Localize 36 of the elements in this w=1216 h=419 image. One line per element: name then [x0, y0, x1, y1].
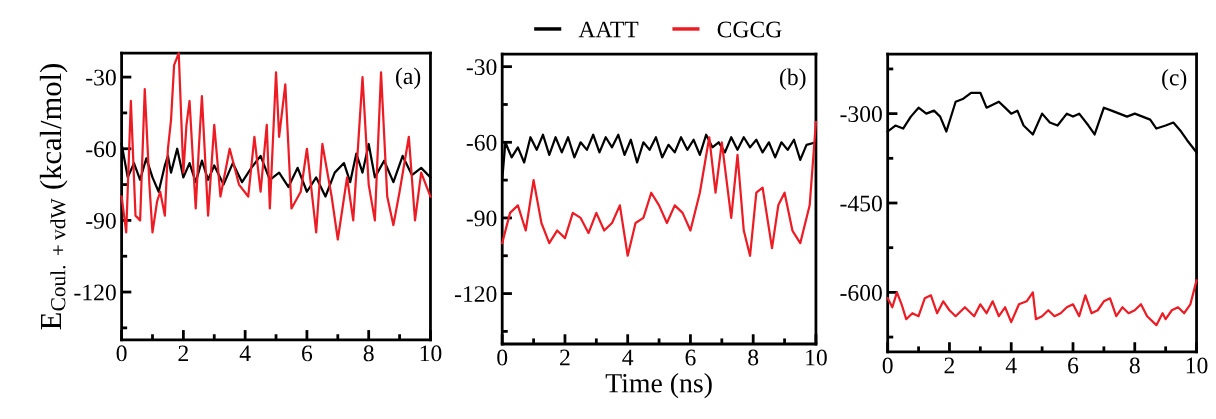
y-tick-label: -120: [74, 284, 116, 301]
y-tick-label: -450: [840, 195, 882, 212]
x-tick-label: 4: [239, 345, 251, 362]
x-tick-label: 8: [363, 345, 374, 362]
y-tick-label: -600: [840, 284, 882, 301]
legend-label: CGCG: [717, 21, 782, 38]
y-tick-label: -120: [454, 286, 497, 302]
x-tick-label: 2: [178, 345, 188, 362]
x-axis-title: Time (ns): [605, 373, 712, 399]
x-tick-label: 10: [420, 345, 442, 362]
x-tick-label: 6: [685, 349, 696, 366]
x-tick-label: 10: [1186, 357, 1208, 374]
x-tick-label: 2: [944, 357, 955, 374]
x-tick-label: 0: [497, 349, 508, 366]
y-tick-label: -90: [86, 212, 116, 229]
x-tick-label: 0: [116, 345, 127, 362]
annotation: (b): [780, 68, 806, 90]
x-tick-label: 8: [1129, 357, 1140, 374]
y-axis-title: E$_{Coul.+vdW}$ (kcal/mol): [39, 64, 68, 330]
x-tick-label: 10: [806, 349, 827, 366]
x-tick-label: 2: [560, 349, 570, 366]
x-tick-label: 6: [1068, 357, 1079, 374]
annotation: (c): [1162, 68, 1187, 91]
y-tick-label: -90: [466, 210, 497, 227]
y-tick-label: -30: [86, 69, 116, 86]
y-tick-label: -60: [86, 141, 116, 158]
x-tick-label: 8: [748, 349, 759, 366]
y-tick-label: -30: [466, 59, 497, 76]
x-tick-label: 6: [302, 345, 313, 362]
y-tick-label: -300: [840, 106, 882, 123]
x-tick-label: 0: [882, 357, 893, 374]
y-tick-label: -60: [466, 134, 497, 151]
x-tick-label: 4: [1005, 357, 1017, 374]
annotation: (a): [396, 67, 421, 89]
x-tick-label: 4: [622, 349, 634, 366]
legend-label: AATT: [578, 21, 639, 38]
